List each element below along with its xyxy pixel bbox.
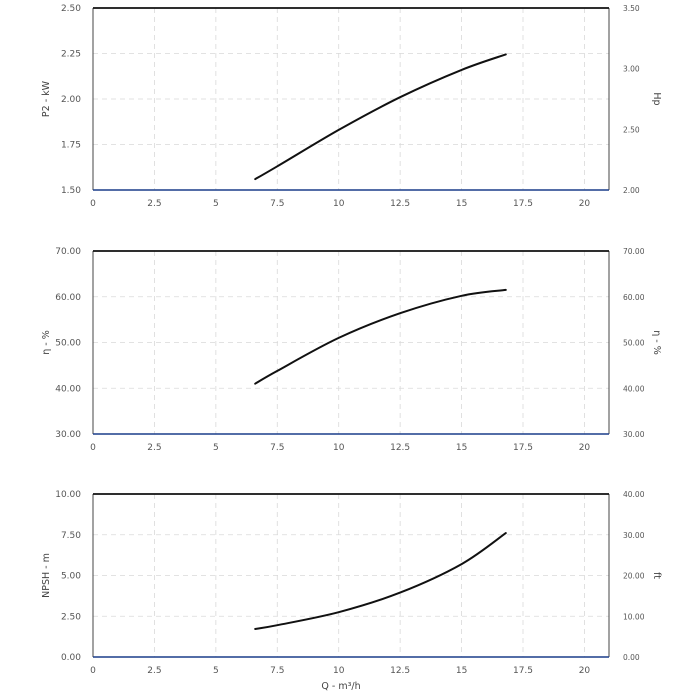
y-tick-label: 70.00 <box>55 247 81 257</box>
x-tick-label: 0 <box>90 443 96 453</box>
chart-panel-3: 0 2.5 5 7.5 10 12.5 15 17.5 20 0.00 2.50 5.00 7.50 10… <box>41 490 662 692</box>
y2-tick-label: 2.50 <box>623 125 640 134</box>
y2-tick-label: 30.00 <box>623 531 645 540</box>
x-tick-label: 17.5 <box>513 666 533 676</box>
x-tick-label: 10 <box>333 443 345 453</box>
y-tick-label: 1.50 <box>61 186 81 196</box>
series-line-1-1 <box>254 53 507 181</box>
y2-tick-label: 50.00 <box>623 339 645 348</box>
x-tick-label: 5 <box>213 443 219 453</box>
x-tick-label: 0 <box>90 666 96 676</box>
x-tick-label: 5 <box>213 666 219 676</box>
series-line-2-1 <box>254 288 507 385</box>
chart-panel-2: 0 2.5 5 7.5 10 12.5 15 17.5 20 30.00 40.00 50.00 60.… <box>41 247 662 453</box>
y2-axis-title: Hp <box>651 92 662 105</box>
x-tick-label: 12.5 <box>390 443 410 453</box>
y2-tick-label: 3.00 <box>623 65 640 74</box>
x-tick-label: 7.5 <box>270 666 284 676</box>
y-tick-label: 1.75 <box>61 141 81 151</box>
x-tick-label: 17.5 <box>513 199 533 209</box>
x-axis-title: Q - m³/h <box>321 681 360 692</box>
y-tick-label: 2.00 <box>61 95 81 105</box>
series-line-3-1 <box>254 532 507 630</box>
y2-tick-label: 30.00 <box>623 430 645 439</box>
y-axis-title: η - % <box>41 330 52 355</box>
y2-axis-title: η - % <box>651 330 662 355</box>
y2-tick-label: 2.00 <box>623 186 640 195</box>
chart-panel-1: 0 2.5 5 7.5 10 12.5 15 17.5 20 1.50 1.75 2.00 2.25 2.… <box>41 4 662 209</box>
y-tick-label: 2.50 <box>61 4 81 14</box>
x-tick-label: 15 <box>456 199 467 209</box>
x-tick-label: 15 <box>456 443 467 453</box>
y-tick-label: 50.00 <box>55 339 81 349</box>
y2-tick-label: 20.00 <box>623 572 645 581</box>
y-tick-label: 10.00 <box>55 490 81 500</box>
x-tick-label: 7.5 <box>270 199 284 209</box>
x-tick-label: 10 <box>333 666 345 676</box>
y-tick-label: 0.00 <box>61 653 81 663</box>
y-tick-label: 2.25 <box>61 50 81 60</box>
y2-tick-label: 40.00 <box>623 384 645 393</box>
y-tick-label: 7.50 <box>61 531 81 541</box>
y2-axis-title: ft <box>651 572 662 579</box>
y-tick-label: 5.00 <box>61 572 81 582</box>
y-tick-label: 40.00 <box>55 384 81 394</box>
y-axis-title: NPSH - m <box>41 553 52 598</box>
x-tick-label: 12.5 <box>390 199 410 209</box>
x-tick-label: 5 <box>213 199 219 209</box>
y2-tick-label: 40.00 <box>623 490 645 499</box>
y-axis-title: P2 - kW <box>41 80 52 117</box>
x-tick-label: 10 <box>333 199 345 209</box>
y2-tick-label: 10.00 <box>623 612 645 621</box>
x-tick-label: 15 <box>456 666 467 676</box>
x-tick-label: 17.5 <box>513 443 533 453</box>
x-tick-label: 0 <box>90 199 96 209</box>
x-tick-label: 2.5 <box>147 443 161 453</box>
x-tick-label: 2.5 <box>147 666 161 676</box>
x-tick-label: 20 <box>579 666 591 676</box>
x-tick-label: 20 <box>579 199 591 209</box>
y-tick-label: 2.50 <box>61 612 81 622</box>
x-tick-label: 20 <box>579 443 591 453</box>
y-tick-label: 60.00 <box>55 293 81 303</box>
y2-tick-label: 60.00 <box>623 293 645 302</box>
y2-tick-label: 0.00 <box>623 653 640 662</box>
x-tick-label: 12.5 <box>390 666 410 676</box>
x-tick-label: 2.5 <box>147 199 161 209</box>
x-tick-label: 7.5 <box>270 443 284 453</box>
y-tick-label: 30.00 <box>55 430 81 440</box>
y2-tick-label: 70.00 <box>623 247 645 256</box>
y2-tick-label: 3.50 <box>623 4 640 13</box>
